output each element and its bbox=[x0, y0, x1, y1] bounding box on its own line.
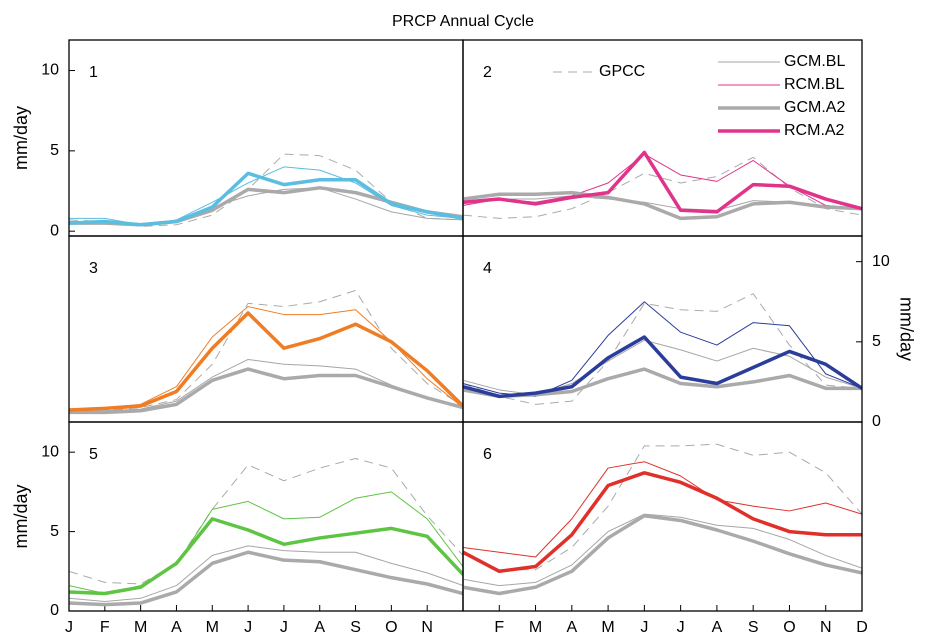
panel-frame bbox=[68, 421, 464, 612]
y-tick-label: 0 bbox=[872, 413, 881, 430]
x-tick-label: M bbox=[206, 619, 219, 636]
y-axis-label: mm/day bbox=[11, 484, 31, 548]
series-line bbox=[463, 461, 862, 558]
series-line bbox=[463, 513, 862, 587]
y-tick-label: 5 bbox=[50, 523, 59, 540]
panel-label: 3 bbox=[89, 260, 98, 277]
legend-label: GCM.BL bbox=[784, 53, 845, 70]
series-line bbox=[463, 190, 862, 221]
x-tick-label: N bbox=[820, 619, 832, 636]
x-tick-label: J bbox=[280, 619, 288, 636]
x-tick-label: M bbox=[601, 619, 614, 636]
legend-label: GCM.A2 bbox=[784, 99, 845, 116]
series-line bbox=[69, 517, 463, 596]
legend-label: RCM.BL bbox=[784, 76, 845, 93]
panel-label: 1 bbox=[89, 64, 98, 81]
y-tick-label: 10 bbox=[872, 253, 890, 270]
series-line bbox=[69, 458, 463, 585]
x-tick-label: A bbox=[171, 619, 182, 636]
y-tick-label: 0 bbox=[50, 222, 59, 239]
series-line bbox=[69, 358, 463, 413]
panel-label: 2 bbox=[483, 64, 492, 81]
x-tick-label: O bbox=[783, 619, 795, 636]
series-line bbox=[69, 367, 463, 415]
x-tick-label: J bbox=[244, 619, 252, 636]
y-axis-label: mm/day bbox=[11, 106, 31, 170]
series-line bbox=[69, 550, 463, 607]
figure-title: PRCP Annual Cycle bbox=[392, 13, 534, 30]
legend-label: RCM.A2 bbox=[784, 122, 845, 139]
x-tick-label: A bbox=[712, 619, 723, 636]
series-line bbox=[463, 156, 862, 219]
series-line bbox=[69, 171, 463, 227]
series-line bbox=[69, 545, 463, 602]
series-line bbox=[463, 471, 862, 574]
x-tick-label: S bbox=[350, 619, 361, 636]
y-tick-label: 10 bbox=[41, 443, 59, 460]
x-tick-label: J bbox=[65, 619, 73, 636]
series-line bbox=[463, 339, 862, 396]
x-tick-label: D bbox=[856, 619, 868, 636]
series-line bbox=[69, 166, 463, 226]
x-tick-label: A bbox=[314, 619, 325, 636]
series-line bbox=[463, 293, 862, 405]
series-line bbox=[463, 150, 862, 214]
x-tick-label: O bbox=[385, 619, 397, 636]
y-axis-label: mm/day bbox=[896, 297, 916, 361]
series-line bbox=[463, 301, 862, 397]
panel-label: 4 bbox=[483, 260, 492, 277]
series-line bbox=[463, 367, 862, 399]
series-line bbox=[69, 306, 463, 410]
y-tick-label: 5 bbox=[872, 333, 881, 350]
series-line bbox=[463, 513, 862, 596]
x-tick-label: S bbox=[748, 619, 759, 636]
y-tick-label: 5 bbox=[50, 142, 59, 159]
legend-label: GPCC bbox=[599, 63, 645, 80]
x-tick-label: F bbox=[100, 619, 110, 636]
x-tick-label: J bbox=[640, 619, 648, 636]
series-line bbox=[463, 443, 862, 571]
panel-frame bbox=[462, 421, 863, 612]
x-tick-label: J bbox=[677, 619, 685, 636]
x-tick-label: N bbox=[421, 619, 433, 636]
x-tick-label: A bbox=[566, 619, 577, 636]
x-tick-label: F bbox=[494, 619, 504, 636]
series-line bbox=[463, 335, 862, 399]
panel-label: 6 bbox=[483, 446, 492, 463]
y-tick-label: 10 bbox=[41, 62, 59, 79]
x-tick-label: M bbox=[529, 619, 542, 636]
x-tick-label: M bbox=[134, 619, 147, 636]
y-tick-label: 0 bbox=[50, 602, 59, 619]
series-line bbox=[69, 311, 463, 412]
panel-label: 5 bbox=[89, 446, 98, 463]
